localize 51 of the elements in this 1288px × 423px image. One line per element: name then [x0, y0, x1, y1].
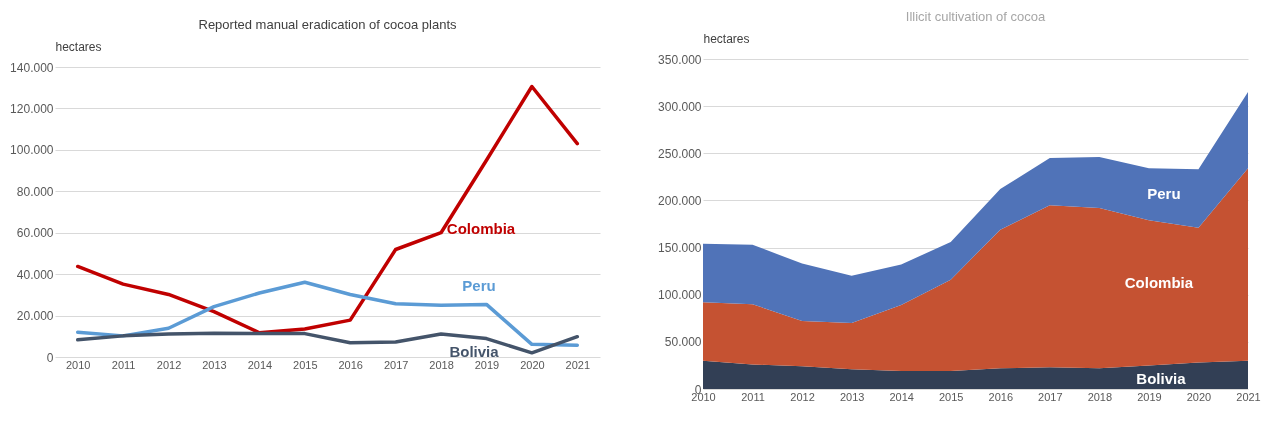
series-label: Colombia — [446, 219, 516, 237]
y-tick-label: 200.000 — [658, 193, 702, 208]
x-tick-label: 2014 — [889, 390, 914, 403]
series-label: Bolivia — [449, 343, 500, 361]
chart-title: Reported manual eradication of cocoa plants — [198, 17, 457, 32]
y-tick-label: 0 — [46, 350, 54, 365]
x-tick-label: 2017 — [1038, 390, 1063, 403]
y-tick-label: 100.000 — [10, 143, 54, 158]
x-tick-label: 2020 — [520, 358, 545, 371]
y-tick-label: 60.000 — [16, 226, 54, 241]
y-tick-label: 20.000 — [16, 309, 54, 324]
y-tick-label: 100.000 — [658, 288, 702, 303]
y-tick-label: 50.000 — [664, 335, 702, 350]
x-tick-label: 2014 — [247, 358, 273, 371]
series-label: Peru — [1147, 185, 1181, 203]
x-tick-label: 2018 — [1087, 390, 1113, 403]
x-tick-label: 2013 — [839, 390, 865, 403]
x-tick-label: 2011 — [111, 358, 136, 371]
chart-title: Illicit cultivation of cocoa — [905, 9, 1046, 24]
x-tick-label: 2021 — [1236, 390, 1261, 403]
x-tick-label: 2011 — [741, 390, 765, 403]
x-tick-label: 2016 — [338, 358, 363, 371]
series-label: Colombia — [1124, 273, 1194, 291]
y-tick-label: 150.000 — [658, 241, 702, 256]
y-tick-label: 40.000 — [16, 267, 54, 282]
x-tick-label: 2021 — [565, 358, 591, 371]
series-label: Bolivia — [1136, 370, 1187, 388]
y-tick-label: 120.000 — [10, 101, 54, 116]
y-tick-label: 250.000 — [658, 146, 702, 161]
y-axis-title: hectares — [55, 39, 102, 54]
line-series — [75, 331, 580, 355]
line-series — [75, 280, 580, 347]
x-tick-label: 2019 — [474, 358, 500, 371]
y-tick-label: 300.000 — [658, 99, 702, 114]
y-axis-title: hectares — [703, 31, 750, 46]
x-tick-label: 2019 — [1137, 390, 1162, 403]
x-tick-label: 2012 — [790, 390, 815, 403]
series-label: Peru — [462, 277, 496, 295]
x-tick-label: 2020 — [1186, 390, 1212, 403]
x-tick-label: 2015 — [293, 358, 318, 371]
y-tick-label: 140.000 — [10, 60, 54, 75]
x-tick-label: 2015 — [938, 390, 964, 403]
y-tick-label: 350.000 — [658, 52, 702, 67]
y-tick-label: 80.000 — [16, 184, 54, 199]
x-tick-label: 2016 — [988, 390, 1014, 403]
x-tick-label: 2017 — [383, 358, 409, 371]
x-tick-label: 2010 — [65, 358, 91, 371]
x-tick-label: 2013 — [202, 358, 227, 371]
x-tick-label: 2012 — [156, 358, 182, 371]
line-series — [75, 84, 580, 335]
x-tick-label: 2018 — [429, 358, 454, 371]
